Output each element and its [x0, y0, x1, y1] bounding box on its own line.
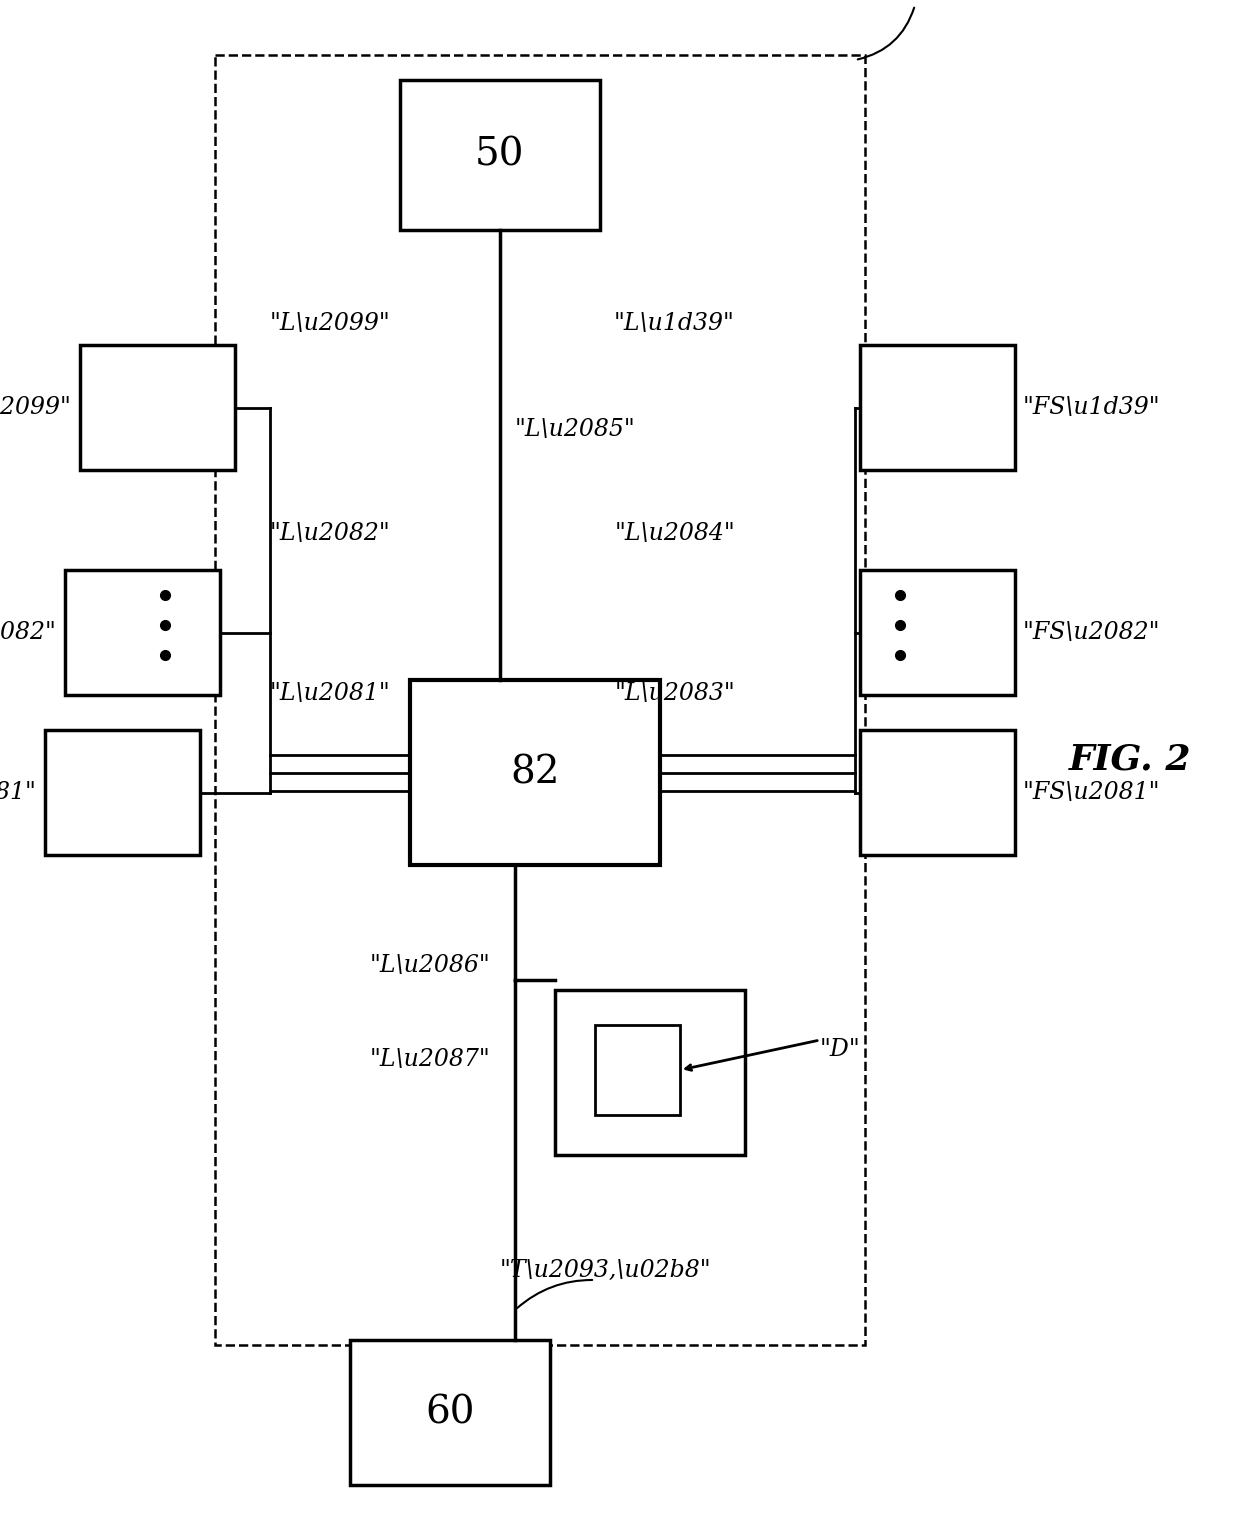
Bar — [81, 344, 236, 469]
Text: "L\u2082": "L\u2082" — [270, 523, 391, 546]
Bar — [45, 730, 200, 855]
Text: "FS\u2082": "FS\u2082" — [1023, 620, 1161, 645]
Text: 81: 81 — [625, 1055, 675, 1091]
Text: "L\u1d39": "L\u1d39" — [614, 312, 735, 335]
Bar — [215, 55, 866, 1346]
Bar — [410, 680, 660, 866]
Text: 60: 60 — [425, 1394, 475, 1431]
Text: 50: 50 — [475, 137, 525, 174]
Text: "L\u2081": "L\u2081" — [270, 683, 391, 706]
Text: "TS\u2081": "TS\u2081" — [0, 780, 37, 805]
Bar — [861, 570, 1016, 695]
Text: "L\u2099": "L\u2099" — [270, 312, 391, 335]
Text: "TS\u2082": "TS\u2082" — [0, 620, 57, 645]
Bar — [401, 79, 600, 230]
Text: "L\u2083": "L\u2083" — [614, 683, 735, 706]
Text: "L\u2086": "L\u2086" — [370, 954, 490, 977]
Text: "D": "D" — [820, 1038, 861, 1062]
Text: "TS\u2099": "TS\u2099" — [0, 396, 72, 419]
Text: FIG. 2: FIG. 2 — [1069, 744, 1192, 777]
Bar — [595, 1026, 680, 1116]
Text: "L\u2085": "L\u2085" — [515, 419, 636, 442]
Text: "T\u2093,\u02b8": "T\u2093,\u02b8" — [500, 1259, 712, 1282]
Bar — [861, 344, 1016, 469]
Text: "FS\u2081": "FS\u2081" — [1023, 780, 1161, 805]
Text: 82: 82 — [510, 754, 559, 791]
Bar — [556, 991, 745, 1155]
Text: "FS\u1d39": "FS\u1d39" — [1023, 396, 1161, 419]
Text: "L\u2087": "L\u2087" — [370, 1049, 490, 1071]
Text: "L\u2084": "L\u2084" — [614, 523, 735, 546]
Bar — [350, 1340, 551, 1484]
Bar — [64, 570, 219, 695]
Bar — [861, 730, 1016, 855]
